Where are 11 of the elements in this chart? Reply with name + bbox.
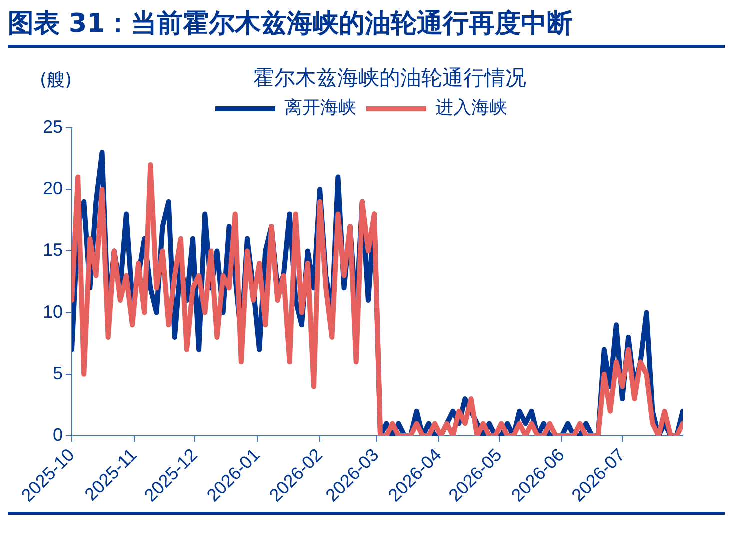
y-tick-label: 0 (53, 424, 64, 445)
chart-subtitle: 霍尔木兹海峡的油轮通行情况 (252, 65, 528, 92)
y-tick-label: 5 (53, 363, 64, 384)
y-tick-label: 20 (42, 178, 64, 199)
y-tick-label: 25 (42, 116, 64, 137)
y-tick-label: 15 (42, 240, 64, 260)
legend-label: 离开海峡 (284, 98, 356, 119)
legend-label: 进入海峡 (436, 98, 508, 119)
y-axis-title: (艘) (40, 69, 72, 92)
y-tick-label: 10 (42, 302, 64, 322)
chart-title: 图表 31：当前霍尔木兹海峡的油轮通行再度中断 (8, 6, 725, 48)
